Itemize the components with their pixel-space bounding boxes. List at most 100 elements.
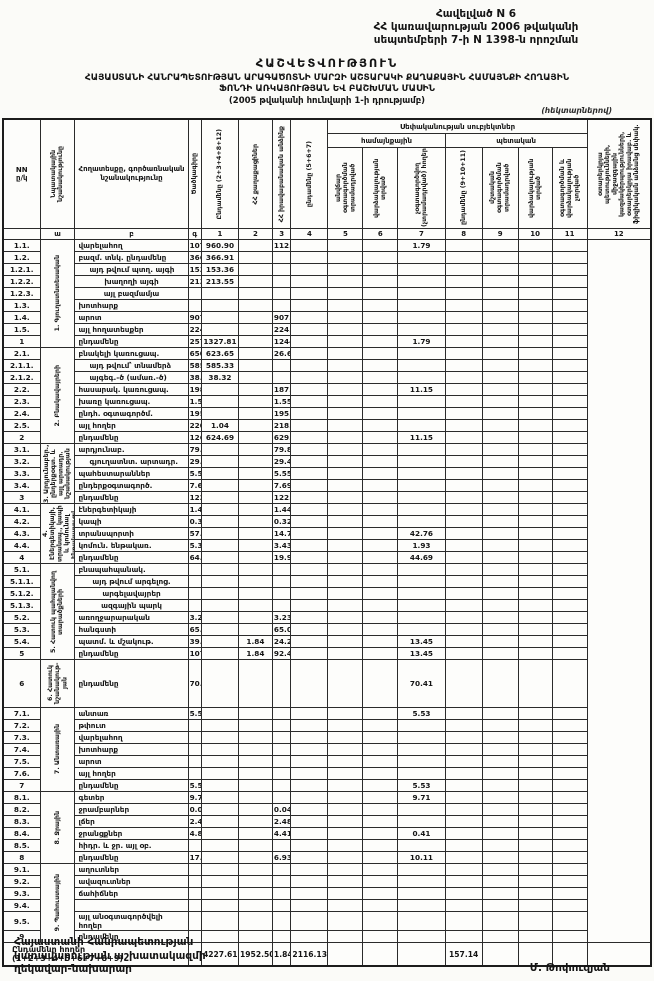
section-label-text: 1. Գյուղատնտեսական: [53, 255, 61, 332]
value-cell-col11: [517, 827, 553, 840]
value-cell-col4: 92.47: [271, 647, 292, 660]
value-cell-col10: [481, 503, 519, 516]
value-cell-col12: [551, 455, 588, 468]
land-type-cell: բնապահպանակ.: [74, 563, 189, 576]
land-type-cell: վարելահող: [74, 239, 189, 252]
value-cell-col8: [397, 563, 446, 576]
value-cell-col9: [444, 527, 483, 540]
value-cell-col12: [551, 383, 588, 396]
value-cell-col11: [517, 587, 553, 600]
group-header-ownership: Սեփականության սուբյեկտներ: [327, 118, 588, 134]
table-row: 2.3.խառը կառուցապ.1.551.55: [2, 395, 651, 408]
table-row: 7.2. թփուտ: [2, 719, 651, 732]
value-cell-col3: [237, 287, 273, 300]
value-cell-col3: [237, 347, 273, 360]
value-cell-col6: [327, 347, 364, 360]
value-cell-col8: [397, 839, 446, 852]
value-cell-col7: [362, 395, 399, 408]
value-cell-col6: [327, 791, 364, 804]
row-number-cell: 5.2.: [2, 611, 41, 624]
value-cell-col9: [444, 731, 483, 744]
value-cell-col6: [327, 491, 364, 504]
value-cell-col7: [362, 299, 399, 312]
value-cell-col1: 195.14: [187, 407, 202, 420]
value-cell-col10: [481, 239, 519, 252]
value-cell-col2: [200, 707, 239, 720]
value-cell-col6: [327, 359, 364, 372]
value-cell-col4: [271, 563, 292, 576]
value-cell-col2: [200, 911, 239, 931]
value-cell-col10: [481, 335, 519, 348]
value-cell-col12: [551, 419, 588, 432]
table-row: 66. Հատուկ նշանակութ-յանընդամենը70.4170.…: [2, 659, 651, 708]
value-cell-col5: [290, 395, 329, 408]
value-cell-col2: [200, 755, 239, 768]
value-cell-col8: 1.93: [397, 539, 446, 552]
value-cell-col6: [327, 887, 364, 900]
value-cell-col9: [444, 335, 483, 348]
value-cell-col8: [397, 599, 446, 612]
section-label-cell: 8. Ջրային: [39, 791, 76, 864]
row-number-cell: 1: [2, 335, 41, 348]
value-cell-col5: [290, 719, 329, 732]
value-cell-col2: [200, 551, 239, 564]
value-cell-col12: [551, 251, 588, 264]
value-cell-col8: [397, 755, 446, 768]
land-type-cell: հասարակ. կառուցապ.: [74, 383, 189, 396]
value-cell-col11: [517, 743, 553, 756]
value-cell-col10: [481, 563, 519, 576]
value-cell-col6: [327, 371, 364, 384]
value-cell-col8: [397, 731, 446, 744]
value-cell-col8: [397, 743, 446, 756]
value-cell-col12: [551, 647, 588, 660]
value-cell-col2: [200, 311, 239, 324]
table-row: 2.1. 2. Բնակավայրերի բնակելի կառուցապ.650.…: [2, 347, 651, 444]
title-block: ՀԱՇՎԵՏՎՈՒԹՅՈՒՆ ՀԱՅԱՍՏԱՆԻ ՀԱՆՐԱՊԵՏՈՒԹՅԱՆ …: [0, 56, 654, 106]
value-cell-col1: 650.31: [187, 347, 202, 360]
land-type-cell: ազգային պարկ: [74, 599, 189, 612]
value-cell-col1: 5.53: [187, 707, 202, 720]
value-cell-col5: [290, 575, 329, 588]
land-type-cell: կապի: [74, 515, 189, 528]
value-cell-col3: [237, 503, 273, 516]
value-cell-col2: [200, 827, 239, 840]
section-label-text: 6. Հատուկ նշանակութ-յան: [46, 662, 69, 705]
value-cell-col8: [397, 407, 446, 420]
value-cell-col2: [200, 719, 239, 732]
col-header-free-use: անվճար օգտագործման տրամադրված: [327, 147, 364, 229]
row-number-cell: 5.1.2.: [2, 587, 41, 600]
value-cell-col10: [481, 275, 519, 288]
value-cell-col4: [271, 911, 292, 931]
value-cell-col8: [397, 887, 446, 900]
value-cell-col3: [237, 455, 273, 468]
value-cell-col11: [517, 779, 553, 792]
value-cell-col11: [517, 251, 553, 264]
value-cell-col4: [271, 251, 292, 264]
signatory-line2: կառավարության աշխատակազմի: [14, 949, 206, 962]
value-cell-col2: [200, 647, 239, 660]
value-cell-col7: [362, 635, 399, 648]
value-cell-col7: [362, 587, 399, 600]
value-cell-col6: [327, 587, 364, 600]
section-label-text: 3. Արդյունաբեր., ընդերքօգտ. և այլ արտադր…: [43, 444, 72, 503]
value-cell-col1: [187, 287, 202, 300]
value-cell-col4: [271, 299, 292, 312]
row-number-cell: 5.1.3.: [2, 599, 41, 612]
table-row: 1 ընդամենը2573.951327.81 1244.36 1.79: [2, 335, 651, 348]
row-number-cell: 4.4.: [2, 539, 41, 552]
value-cell-col2: [200, 563, 239, 576]
value-cell-col7: [362, 443, 399, 456]
value-cell-col3: [237, 563, 273, 576]
title-line3: ՖՈՆԴԻ ԱՌԿԱՅՈՒԹՅԱՆ ԵՎ ԲԱՇԽՄԱՆ ՄԱՍԻՆ: [219, 84, 435, 94]
value-cell-col8: [397, 803, 446, 816]
value-cell-col12: [551, 587, 588, 600]
value-cell-col4: 1244.36: [271, 335, 292, 348]
value-cell-col9: [444, 431, 483, 444]
col-letter: 7: [397, 228, 446, 240]
section-label-text: 8. Ջրային: [53, 810, 61, 845]
table-row: 3ընդամենը122.55122.55: [2, 491, 651, 504]
value-cell-col1: [187, 299, 202, 312]
value-cell-col4: [271, 371, 292, 384]
value-cell-col11: [517, 635, 553, 648]
table-row: 9.5. այլ անօգտագործվելի հողեր: [2, 911, 651, 931]
